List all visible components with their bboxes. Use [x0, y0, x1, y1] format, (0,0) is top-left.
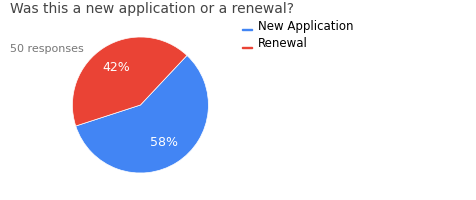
Text: 42%: 42% [103, 61, 130, 74]
Text: 50 responses: 50 responses [10, 44, 83, 54]
Text: 58%: 58% [150, 136, 178, 149]
Text: Was this a new application or a renewal?: Was this a new application or a renewal? [10, 2, 294, 16]
Legend: New Application, Renewal: New Application, Renewal [240, 17, 356, 53]
Wedge shape [72, 37, 187, 126]
Wedge shape [76, 55, 208, 173]
